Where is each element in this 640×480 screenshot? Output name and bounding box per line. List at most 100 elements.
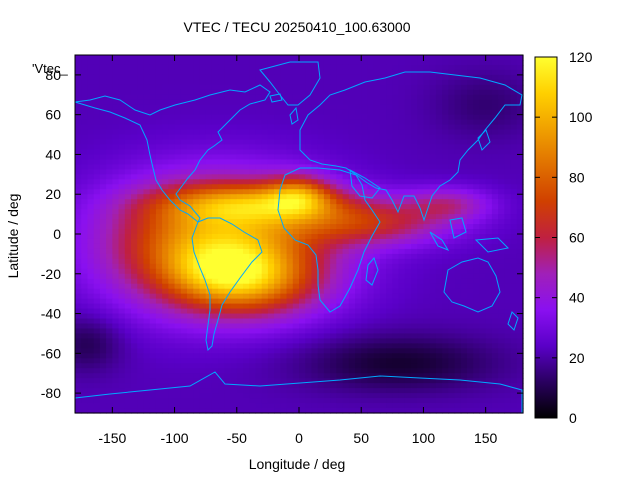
heatmap-cell — [261, 328, 269, 335]
heatmap-cell — [211, 84, 219, 91]
heatmap-cell — [491, 55, 499, 61]
heatmap-cell — [485, 64, 493, 71]
heatmap-cell — [174, 253, 182, 260]
heatmap-cell — [211, 164, 219, 170]
heatmap-cell — [348, 124, 356, 131]
heatmap-cell — [336, 248, 344, 255]
heatmap-cell — [205, 234, 213, 240]
heatmap-cell — [143, 234, 151, 240]
heatmap-cell — [454, 318, 462, 325]
heatmap-cell — [317, 119, 325, 126]
heatmap-cell — [292, 393, 300, 399]
heatmap-cell — [467, 179, 474, 185]
heatmap-cell — [236, 144, 244, 151]
heatmap-cell — [118, 104, 126, 111]
heatmap-cell — [168, 248, 176, 255]
heatmap-cell — [230, 388, 238, 394]
heatmap-cell — [230, 303, 238, 310]
heatmap-cell — [411, 328, 418, 335]
heatmap-cell — [348, 109, 356, 116]
heatmap-cell — [162, 139, 169, 146]
heatmap-cell — [99, 278, 107, 285]
heatmap-cell — [93, 308, 101, 315]
heatmap-cell — [392, 154, 400, 161]
heatmap-cell — [224, 243, 232, 250]
heatmap-cell — [180, 129, 188, 136]
heatmap-cell — [504, 64, 512, 71]
heatmap-cell — [168, 204, 176, 210]
heatmap-cell — [411, 59, 418, 66]
heatmap-cell — [180, 298, 188, 305]
heatmap-cell — [361, 189, 369, 195]
heatmap-cell — [305, 258, 313, 265]
heatmap-cell — [460, 373, 468, 379]
heatmap-cell — [386, 303, 393, 310]
heatmap-cell — [131, 258, 138, 265]
heatmap-cell — [124, 293, 132, 300]
heatmap-cell — [149, 363, 157, 369]
heatmap-cell — [473, 159, 481, 165]
heatmap-cell — [87, 308, 95, 315]
heatmap-cell — [99, 383, 107, 389]
heatmap-cell — [131, 89, 138, 96]
heatmap-cell — [137, 308, 145, 315]
heatmap-cell — [168, 333, 176, 340]
heatmap-cell — [224, 199, 232, 205]
heatmap-cell — [155, 383, 163, 389]
heatmap-cell — [174, 89, 182, 96]
heatmap-cell — [348, 74, 356, 81]
heatmap-cell — [143, 288, 151, 295]
heatmap-cell — [498, 353, 505, 359]
heatmap-cell — [386, 229, 393, 235]
heatmap-cell — [411, 84, 418, 91]
heatmap-cell — [417, 94, 425, 101]
heatmap-cell — [485, 393, 493, 399]
heatmap-cell — [392, 248, 400, 255]
heatmap-cell — [149, 214, 157, 220]
heatmap-cell — [423, 64, 431, 71]
heatmap-cell — [311, 298, 319, 305]
heatmap-cell — [442, 328, 449, 335]
heatmap-cell — [75, 114, 82, 121]
heatmap-cell — [516, 328, 524, 335]
heatmap-cell — [361, 318, 369, 325]
heatmap-cell — [255, 288, 263, 295]
heatmap-cell — [373, 333, 381, 340]
heatmap-cell — [448, 144, 456, 151]
heatmap-cell — [429, 194, 437, 200]
heatmap-cell — [124, 398, 132, 404]
heatmap-cell — [498, 263, 505, 270]
heatmap-cell — [124, 209, 132, 215]
heatmap-cell — [516, 104, 524, 111]
heatmap-cell — [330, 328, 337, 335]
heatmap-cell — [423, 283, 431, 290]
heatmap-cell — [417, 283, 425, 290]
heatmap-cell — [485, 214, 493, 220]
heatmap-cell — [81, 99, 89, 106]
heatmap-cell — [516, 268, 524, 275]
heatmap-cell — [435, 159, 443, 165]
heatmap-cell — [417, 159, 425, 165]
heatmap-cell — [193, 129, 201, 136]
heatmap-cell — [398, 278, 406, 285]
heatmap-cell — [398, 393, 406, 399]
heatmap-cell — [317, 69, 325, 76]
heatmap-cell — [286, 134, 294, 141]
heatmap-cell — [392, 194, 400, 200]
heatmap-cell — [323, 388, 331, 394]
heatmap-cell — [106, 288, 113, 295]
heatmap-cell — [454, 273, 462, 280]
heatmap-cell — [168, 373, 176, 379]
heatmap-cell — [124, 229, 132, 235]
heatmap-cell — [243, 64, 250, 71]
heatmap-cell — [249, 288, 257, 295]
heatmap-cell — [404, 373, 412, 379]
heatmap-cell — [143, 109, 151, 116]
heatmap-cell — [417, 343, 425, 349]
heatmap-cell — [261, 124, 269, 131]
heatmap-cell — [199, 358, 207, 364]
heatmap-cell — [236, 79, 244, 86]
heatmap-cell — [473, 129, 481, 136]
heatmap-cell — [404, 268, 412, 275]
heatmap-cell — [155, 124, 163, 131]
